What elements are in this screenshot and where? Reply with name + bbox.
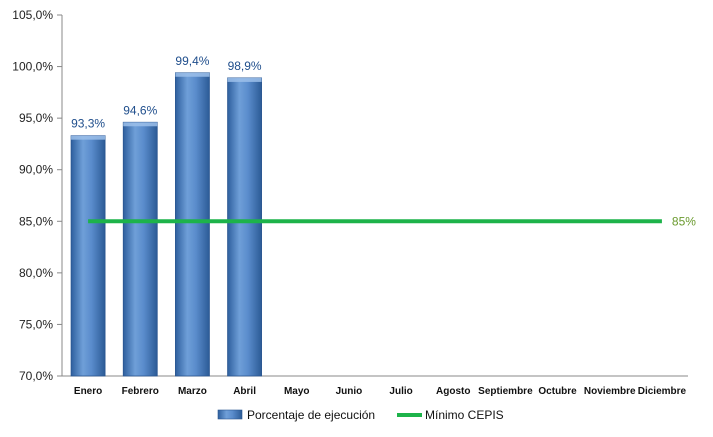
bar [122,121,158,377]
data-label: 94,6% [123,103,157,117]
x-tick-label: Marzo [178,386,207,397]
legend-label-bar: Porcentaje de ejecución [247,408,375,422]
bar-top-highlight [71,135,106,140]
x-tick-label: Julio [389,386,412,397]
bar-top-highlight [227,77,262,82]
bar-top-highlight [123,122,158,127]
bar [70,135,106,377]
x-tick-label: Junio [336,386,363,397]
bar-top-highlight [175,72,210,77]
legend-swatch-bar [217,409,243,420]
y-tick-label: 75,0% [19,317,53,331]
x-tick-label: Enero [74,386,102,397]
data-label: 98,9% [228,59,262,73]
y-tick-label: 95,0% [19,111,53,125]
y-tick-label: 80,0% [19,266,53,280]
reference-line-label: 85% [672,214,696,228]
x-tick-label: Septiembre [478,386,533,397]
x-tick-label: Mayo [284,386,310,397]
legend-label-line: Mínimo CEPIS [425,408,504,422]
bar [175,72,210,377]
y-tick-label: 70,0% [19,369,53,383]
x-tick-label: Febrero [122,386,159,397]
x-tick-label: Agosto [436,386,470,397]
x-tick-label: Abril [233,386,256,397]
y-tick-label: 90,0% [19,163,53,177]
plot-area: 70,0% 75,0% 80,0% 85,0% 90,0% 95,0% 100,0% 105,… [12,8,696,397]
y-tick-label: 105,0% [12,8,53,22]
x-tick-label: Octubre [538,386,577,397]
y-tick-label: 85,0% [19,214,53,228]
legend: Porcentaje de ejecución Mínimo CEPIS [217,408,504,422]
x-tick-label: Noviembre [584,386,636,397]
bar [227,77,262,377]
data-label: 99,4% [175,54,209,68]
y-tick-label: 100,0% [12,60,53,74]
x-tick-label: Diciembre [638,386,687,397]
data-label: 93,3% [71,117,105,131]
